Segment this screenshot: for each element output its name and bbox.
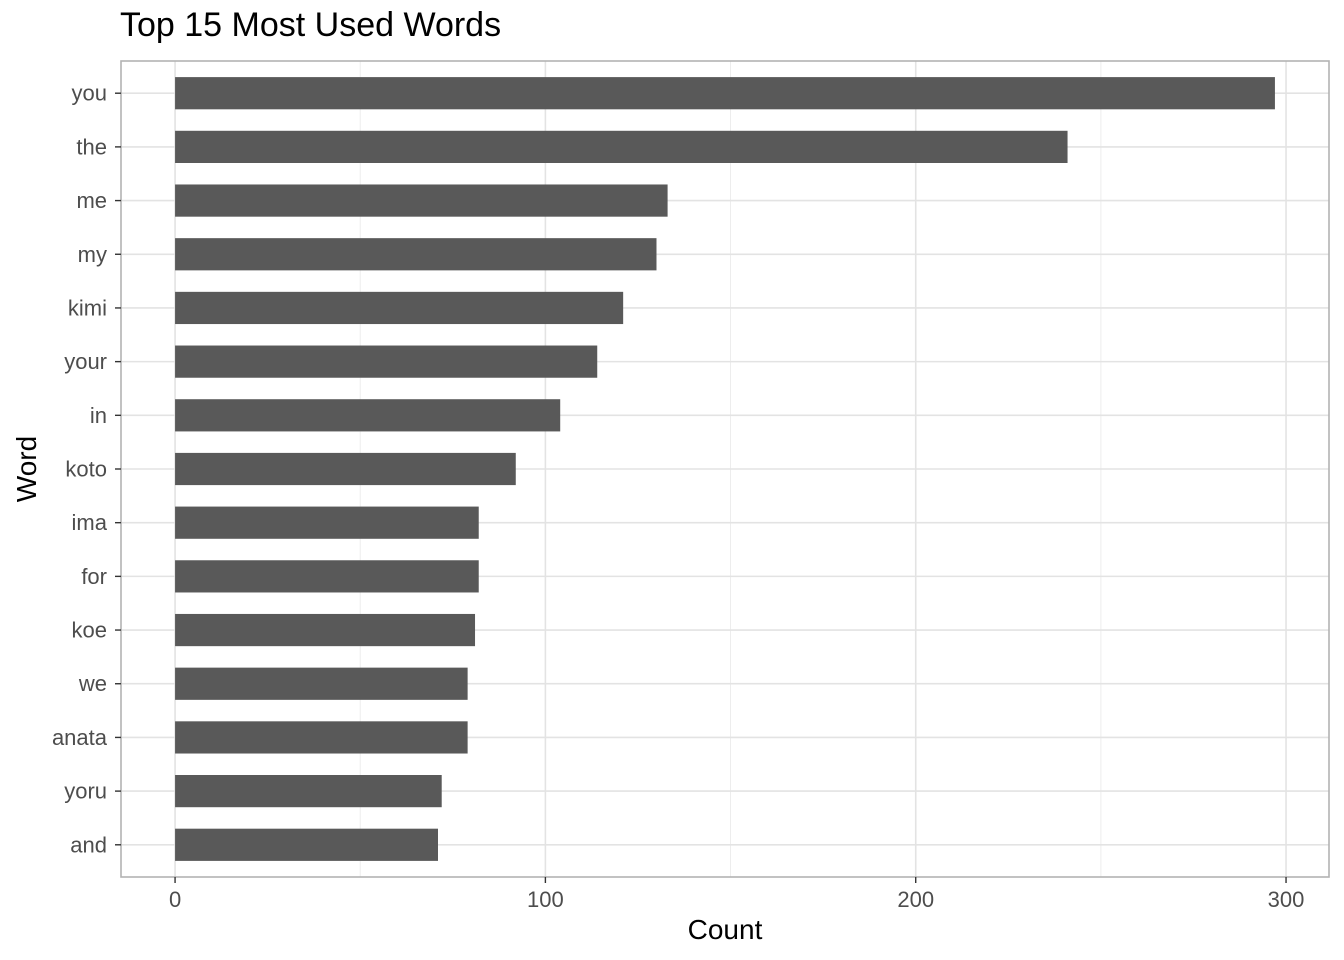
x-tick-label: 100 <box>527 887 564 912</box>
bar-and <box>175 828 438 861</box>
x-tick-label: 200 <box>897 887 934 912</box>
bar-for <box>175 560 479 593</box>
bar-ima <box>175 506 479 539</box>
bar-koto <box>175 452 516 486</box>
bar-koe <box>175 613 476 647</box>
bar-anata <box>175 721 468 754</box>
bar-me <box>175 184 668 217</box>
bar-we <box>175 667 468 700</box>
y-tick-label-the: the <box>76 134 107 159</box>
y-tick-label-my: my <box>78 242 107 267</box>
y-tick-label-and: and <box>70 832 107 857</box>
y-tick-label-ima: ima <box>72 510 108 535</box>
x-tick-label: 300 <box>1268 887 1305 912</box>
y-tick-label-for: for <box>81 564 107 589</box>
bar-yoru <box>175 775 442 808</box>
x-axis-title: Count <box>688 914 763 945</box>
y-tick-label-anata: anata <box>52 725 108 750</box>
y-tick-label-kimi: kimi <box>68 295 107 320</box>
y-tick-label-your: your <box>64 349 107 374</box>
bar-the <box>175 130 1068 163</box>
y-axis-title: Word <box>11 436 42 502</box>
y-tick-label-koto: koto <box>65 457 107 482</box>
y-tick-label-you: you <box>72 81 107 106</box>
bar-you <box>175 77 1275 110</box>
axis-ticks: you the me my kimi your in koto ima for koe we anata… <box>52 81 1304 912</box>
bars <box>175 77 1275 861</box>
y-tick-label-yoru: yoru <box>64 779 107 804</box>
y-tick-label-me: me <box>76 188 107 213</box>
bar-your <box>175 345 598 378</box>
chart-title: Top 15 Most Used Words <box>120 6 502 44</box>
y-tick-label-in: in <box>90 403 107 428</box>
bar-my <box>175 238 657 271</box>
x-tick-label: 0 <box>169 887 181 912</box>
bar-kimi <box>175 291 624 325</box>
y-tick-label-koe: koe <box>72 618 107 643</box>
bar-in <box>175 399 561 432</box>
y-tick-label-we: we <box>78 671 107 696</box>
